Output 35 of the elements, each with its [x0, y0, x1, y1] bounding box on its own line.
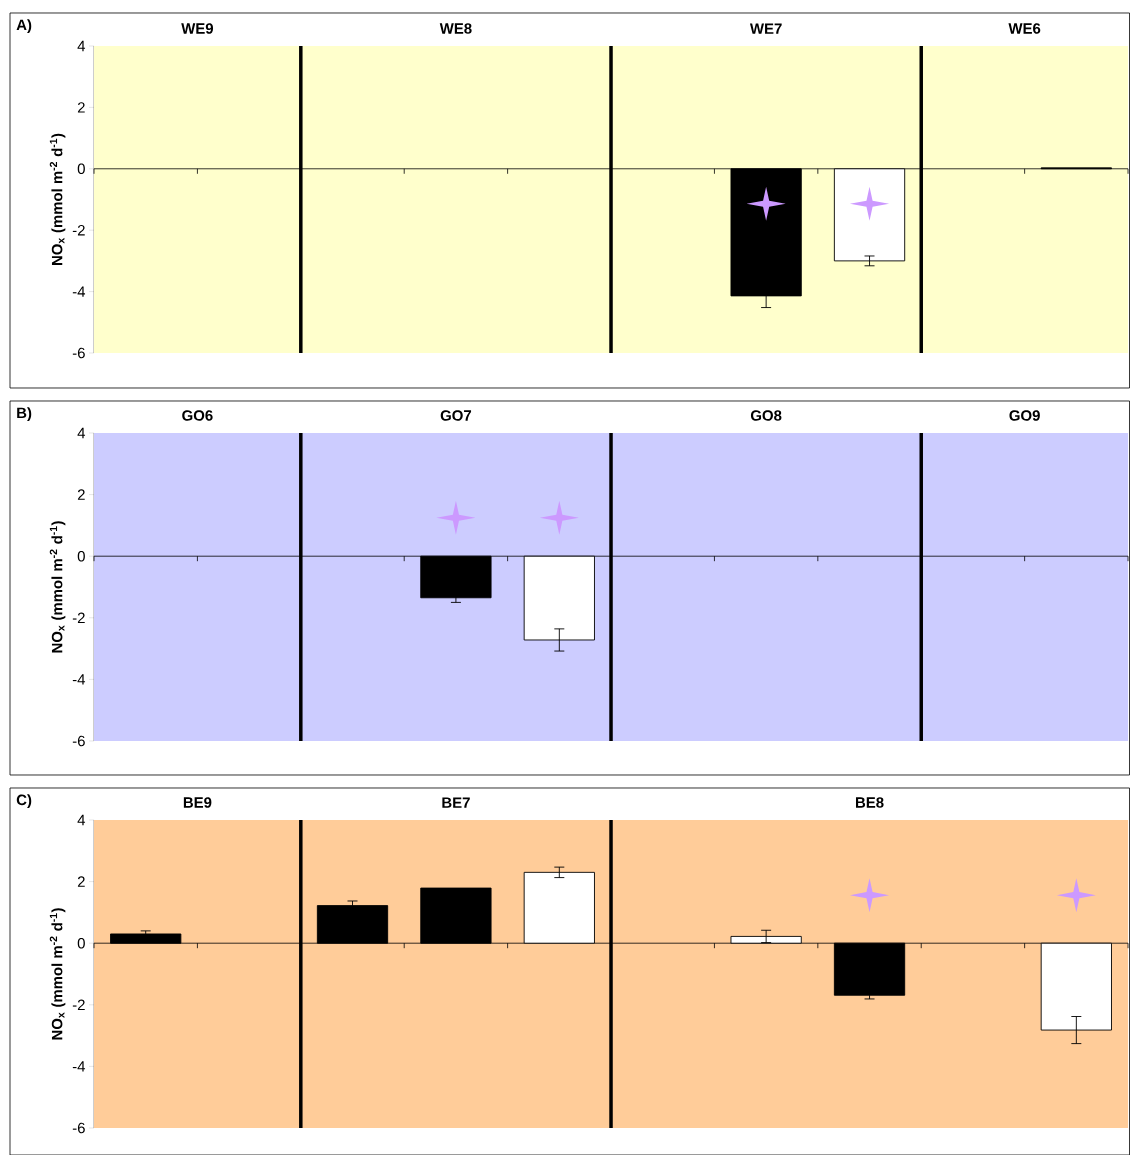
- y-tick-label: -6: [72, 347, 85, 359]
- text: BE8: [855, 797, 884, 808]
- y-axis-title: NO$_{x}$ (mmol m$^{-2}$ d$^{-1}$): [49, 521, 66, 653]
- y-tick-label: 0: [77, 163, 85, 175]
- y-tick-label: 2: [77, 876, 85, 887]
- y-tick-label: 4: [77, 427, 86, 439]
- y-tick-label: -4: [72, 286, 86, 297]
- text: BE7: [442, 797, 470, 808]
- y-tick-label: 4: [77, 814, 86, 826]
- y-tick-label: 0: [77, 937, 85, 949]
- y-tick-label: -6: [72, 1122, 85, 1134]
- chart-title: A): [16, 19, 32, 34]
- y-tick-label: 0: [77, 550, 85, 562]
- y-tick-label: -4: [72, 674, 86, 685]
- text: WE8: [439, 23, 472, 34]
- chart-title: C): [16, 794, 32, 809]
- y-axis-title: NO$_{x}$ (mmol m$^{-2}$ d$^{-1}$): [49, 908, 66, 1040]
- text: GO7: [440, 410, 472, 421]
- text: GO6: [182, 410, 213, 421]
- chart-title: B): [17, 407, 32, 422]
- y-tick-label: -2: [72, 999, 85, 1011]
- y-tick-label: 2: [77, 489, 85, 500]
- text: WE7: [749, 23, 782, 34]
- y-tick-label: 4: [77, 40, 86, 52]
- text: GO9: [1009, 410, 1040, 421]
- text: WE9: [181, 23, 214, 34]
- text: GO8: [750, 410, 782, 421]
- y-tick-label: -6: [72, 735, 85, 747]
- text: BE9: [183, 797, 212, 808]
- y-axis-title: NO$_{x}$ (mmol m$^{-2}$ d$^{-1}$): [49, 133, 66, 265]
- y-tick-label: 2: [77, 102, 85, 113]
- y-tick-label: -2: [72, 612, 85, 624]
- y-tick-label: -4: [72, 1061, 86, 1072]
- text: WE6: [1008, 23, 1041, 34]
- y-tick-label: -2: [72, 224, 85, 236]
